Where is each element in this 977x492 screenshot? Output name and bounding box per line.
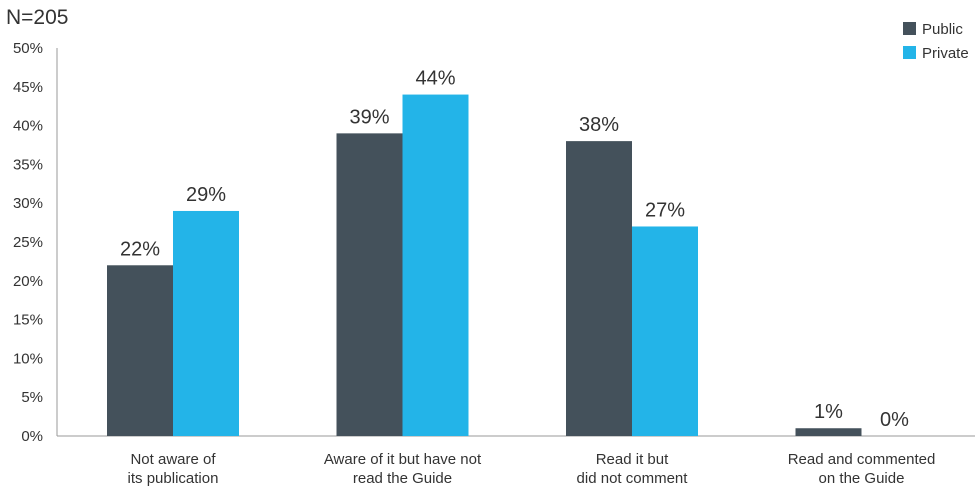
value-label: 44% [415,68,455,90]
bar [566,141,632,436]
category-labels: Not aware of its publication Aware of it b… [128,451,936,487]
legend-swatch-private [903,46,916,59]
bar [336,133,403,437]
y-tick-label: 25% [13,234,43,251]
legend-label-private: Private [922,45,969,62]
bar [632,226,698,436]
category-label-line: Read and commented [788,451,936,468]
category-label-line: did not comment [577,470,689,487]
y-tick-label: 10% [13,350,43,367]
bar [173,210,239,436]
y-tick-label: 50% [13,40,43,57]
bar [402,94,469,436]
category-label: Aware of it but have not read the Guide [324,451,482,487]
y-tick-label: 30% [13,195,43,212]
category-label-line: Not aware of [130,451,216,468]
category-label-line: its publication [128,470,219,487]
y-tick-label: 5% [21,389,43,406]
value-label: 22% [120,238,160,260]
y-tick-label: 35% [13,156,43,173]
legend-label-public: Public [922,21,963,38]
category-label: Not aware of its publication [128,451,219,487]
y-tick-label: 20% [13,273,43,290]
category-label-line: Aware of it but have not [324,451,482,468]
value-label: 1% [814,401,843,423]
y-tick-label: 0% [21,428,43,445]
legend-swatch-public [903,22,916,35]
bar [795,428,862,436]
value-label: 27% [645,199,685,221]
category-label-line: read the Guide [353,470,452,487]
category-label: Read it but did not comment [577,451,689,487]
y-tick-label: 40% [13,118,43,135]
bars [107,94,862,437]
category-label-line: on the Guide [819,470,905,487]
category-label: Read and commented on the Guide [788,451,936,487]
y-axis-ticks: 0% 5% 10% 15% 20% 25% 30% 35% 40% 45% 50% [13,40,43,445]
value-label: 39% [349,106,389,128]
bar [107,265,173,436]
y-tick-label: 45% [13,79,43,96]
value-label: 0% [880,409,909,431]
value-labels: 22% 29% 39% 44% 38% 27% 1% 0% [120,68,909,431]
category-label-line: Read it but [596,451,669,468]
value-label: 38% [579,114,619,136]
value-label: 29% [186,184,226,206]
legend: Public Private [903,21,969,62]
y-tick-label: 15% [13,312,43,329]
sample-size-note: N=205 [6,6,68,29]
